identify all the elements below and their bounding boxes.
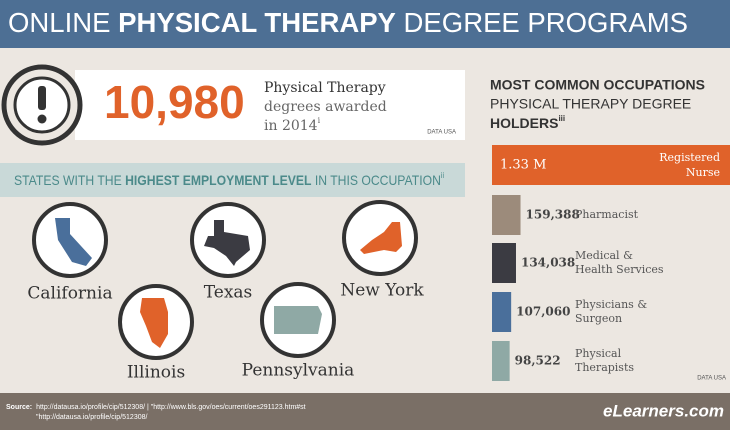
state-shape [55, 218, 92, 266]
footer-label: Source: [6, 404, 32, 411]
alert-dot [37, 114, 47, 124]
logo: eLearners.com [603, 401, 724, 420]
footer-text: http://datausa.io/profile/cip/512308/ | … [36, 404, 306, 411]
value-label: 159,388 [526, 208, 580, 222]
stat-text: degrees awarded [264, 99, 387, 115]
footnote-mark: ii [441, 171, 444, 180]
category-label-line: Health Services [575, 263, 664, 276]
category-label-line: Physical [575, 347, 622, 360]
stat-text: in 2014i [264, 116, 321, 134]
state-shape [360, 222, 402, 254]
heading-part: STATES WITH THE [14, 172, 125, 188]
state-name: Pennsylvania [242, 361, 355, 381]
header-title: ONLINE PHYSICAL THERAPY DEGREE PROGRAMS [8, 7, 688, 38]
state-shape [204, 220, 250, 266]
bar [492, 243, 516, 283]
state-name: California [27, 284, 112, 304]
footnote-mark: iii [558, 114, 565, 123]
stat-text: Physical Therapy [264, 80, 386, 96]
title-part: DEGREE PROGRAMS [396, 7, 688, 38]
footnote-mark: i [318, 116, 321, 125]
chart-title: PHYSICAL THERAPY DEGREE [490, 96, 691, 112]
state-name: New York [340, 281, 424, 301]
category-label-line: Nurse [686, 166, 720, 179]
category-label-line: Medical & [575, 249, 633, 262]
category-label: Physical Therapists [575, 347, 634, 374]
value-label: 1.33 M [500, 158, 546, 173]
heading-part: IN THIS OCCUPATION [311, 172, 440, 188]
category-label: Medical & Health Services [575, 249, 664, 276]
state-name: Texas [204, 283, 253, 303]
alert-mark [38, 86, 46, 110]
state-shape [274, 306, 322, 334]
source-tag: DATA USA [427, 130, 456, 136]
bar [492, 195, 521, 235]
title-part: PHYSICAL THERAPY [118, 7, 396, 38]
footer-bar [0, 393, 730, 430]
footer-source: "http://datausa.io/profile/cip/512308/ [36, 414, 148, 421]
states-strip [0, 163, 465, 197]
states-heading: STATES WITH THE HIGHEST EMPLOYMENT LEVEL… [14, 171, 444, 188]
stat-text-part: in 2014 [264, 118, 318, 134]
state-shape [140, 298, 168, 348]
bar [492, 292, 512, 332]
state-name: Illinois [127, 363, 185, 383]
title-part: ONLINE [8, 7, 118, 38]
category-label: Registered Nurse [659, 151, 720, 179]
value-label: 134,038 [521, 256, 575, 270]
chart-title: MOST COMMON OCCUPATIONS [490, 77, 705, 93]
state-icons [32, 200, 418, 360]
chart-title-part: HOLDERS [490, 115, 558, 131]
stat-number: 10,980 [104, 76, 245, 128]
category-label: Pharmacist [575, 208, 639, 221]
heading-part: HIGHEST EMPLOYMENT LEVEL [125, 172, 312, 188]
value-label: 107,060 [516, 305, 570, 319]
bar [492, 145, 730, 185]
chart-title: HOLDERSiii [490, 114, 565, 131]
category-label-line: Surgeon [575, 312, 622, 325]
footer-source: Source: http://datausa.io/profile/cip/512… [6, 404, 306, 411]
category-label: Physicians & Surgeon [575, 298, 647, 325]
header-bar [0, 0, 730, 48]
value-label: 98,522 [515, 354, 561, 368]
bar [492, 341, 510, 381]
stat-box [75, 70, 465, 140]
category-label-line: Registered [659, 151, 720, 164]
category-label-line: Physicians & [575, 298, 647, 311]
category-label-line: Therapists [575, 361, 634, 374]
source-tag: DATA USA [697, 376, 726, 382]
